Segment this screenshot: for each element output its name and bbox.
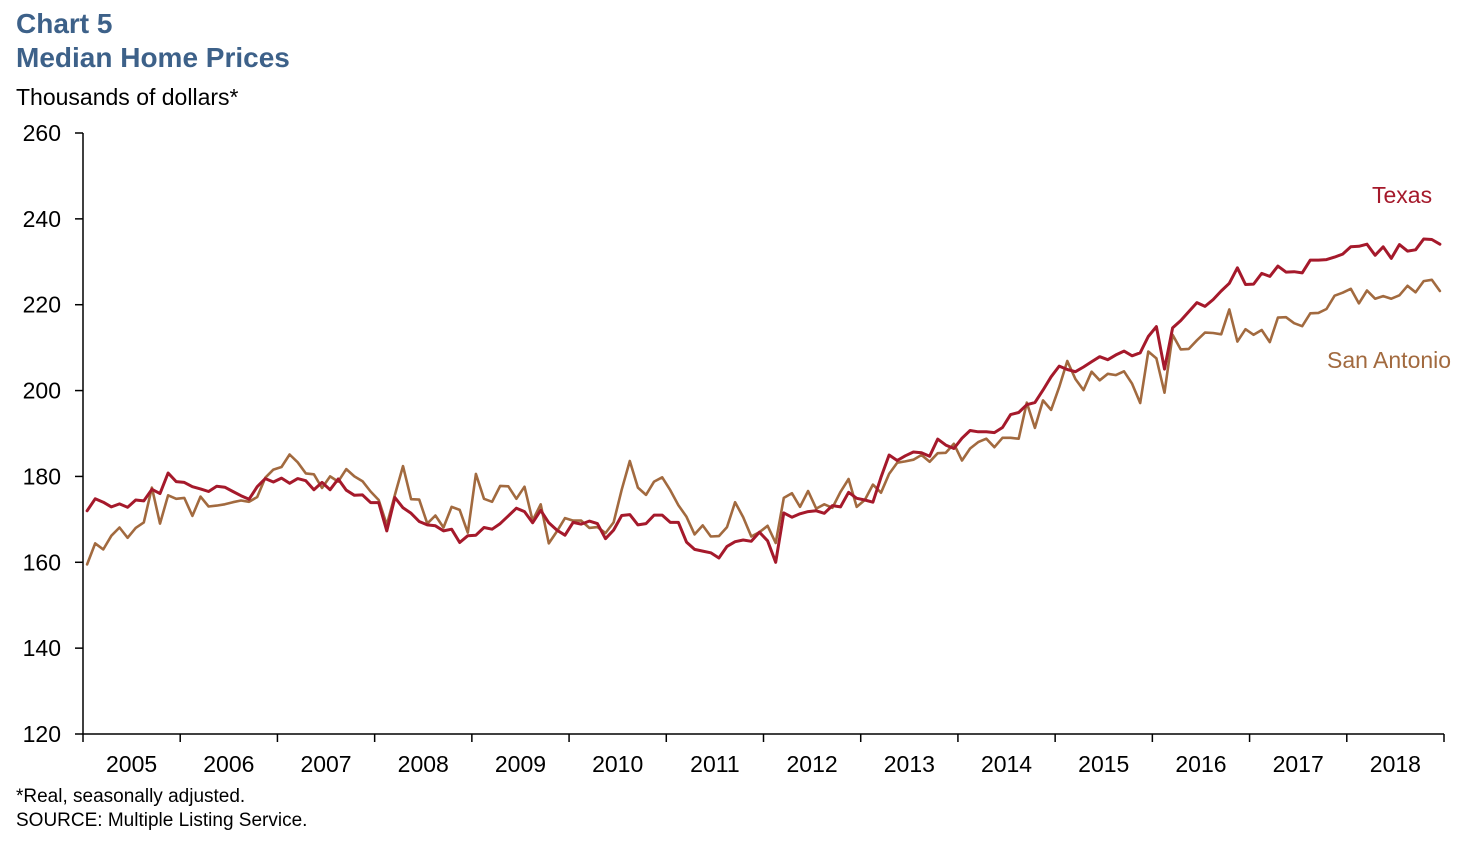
footnote: *Real, seasonally adjusted. [16, 786, 246, 807]
x-tick-label: 2013 [884, 751, 935, 777]
x-tick-label: 2016 [1175, 751, 1226, 777]
series-lines [85, 237, 1442, 566]
x-tick-label: 2007 [300, 751, 351, 777]
x-tick-label: 2011 [690, 751, 739, 777]
y-tick-label: 180 [23, 463, 61, 489]
x-tick-label: 2018 [1370, 751, 1421, 777]
y-tick-label: 140 [23, 635, 61, 661]
series-label-texas: Texas [1372, 182, 1432, 208]
x-tick-label: 2014 [981, 751, 1032, 777]
chart-title: Median Home Prices [16, 42, 290, 73]
x-tick-label: 2006 [203, 751, 254, 777]
x-tick-label: 2015 [1078, 751, 1129, 777]
series-line-texas [85, 237, 1442, 564]
series-label-san-antonio: San Antonio [1327, 347, 1451, 373]
y-tick-label: 240 [23, 206, 61, 232]
x-tick-label: 2008 [398, 751, 449, 777]
x-tick-label: 2005 [106, 751, 157, 777]
y-tick-label: 260 [23, 120, 61, 146]
x-tick-label: 2009 [495, 751, 546, 777]
chart-number: Chart 5 [16, 8, 113, 39]
series-line-san-antonio [85, 278, 1442, 566]
x-tick-label: 2010 [592, 751, 643, 777]
y-tick-label: 160 [23, 549, 61, 575]
tick-labels: 120 140 160 180 200 220 240 260 2005 2006 2007 2008… [23, 120, 1421, 777]
x-tick-label: 2012 [787, 751, 838, 777]
source-note: SOURCE: Multiple Listing Service. [16, 810, 308, 831]
y-tick-label: 120 [23, 721, 61, 747]
axes [75, 132, 1445, 742]
y-tick-label: 200 [23, 378, 61, 404]
x-tick-label: 2017 [1273, 751, 1324, 777]
y-axis-unit-label: Thousands of dollars* [16, 84, 239, 110]
y-tick-label: 220 [23, 292, 61, 318]
